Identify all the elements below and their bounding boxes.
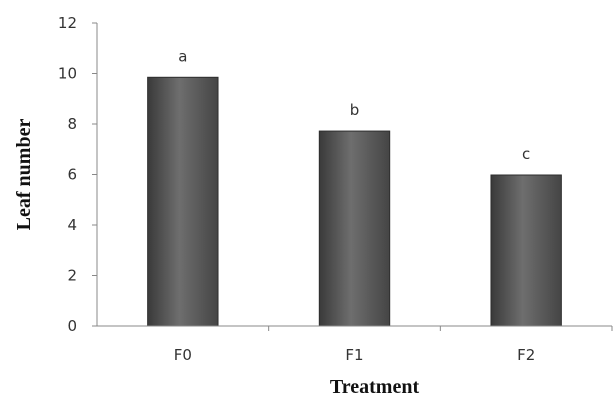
- y-tick-label: 6: [67, 166, 77, 184]
- y-tick-label: 8: [67, 115, 77, 133]
- bar-data-label: c: [522, 145, 530, 163]
- y-axis-title: Leaf number: [13, 119, 35, 231]
- y-tick-label: 4: [67, 216, 77, 234]
- x-tick-label: F2: [517, 346, 535, 364]
- bar-data-label: b: [350, 101, 360, 119]
- y-ticks-group: 0 2 4 6 8 10 12: [58, 14, 97, 335]
- bar-data-label: a: [178, 47, 187, 65]
- bar-f1: [318, 130, 391, 327]
- x-tick-label: F1: [345, 346, 363, 364]
- y-tick-label: 2: [67, 267, 77, 285]
- x-axis-title: Treatment: [330, 376, 420, 398]
- x-ticks-group: F0 F1 F2: [174, 326, 613, 364]
- x-tick-label: F0: [174, 346, 192, 364]
- bar-f2: [490, 174, 562, 327]
- bar-f0: [147, 76, 219, 327]
- y-tick-label: 0: [67, 317, 77, 335]
- y-tick-label: 12: [58, 14, 77, 32]
- data-labels-group: a b c: [178, 47, 530, 163]
- bars-group: [147, 76, 562, 327]
- y-tick-label: 10: [58, 65, 77, 83]
